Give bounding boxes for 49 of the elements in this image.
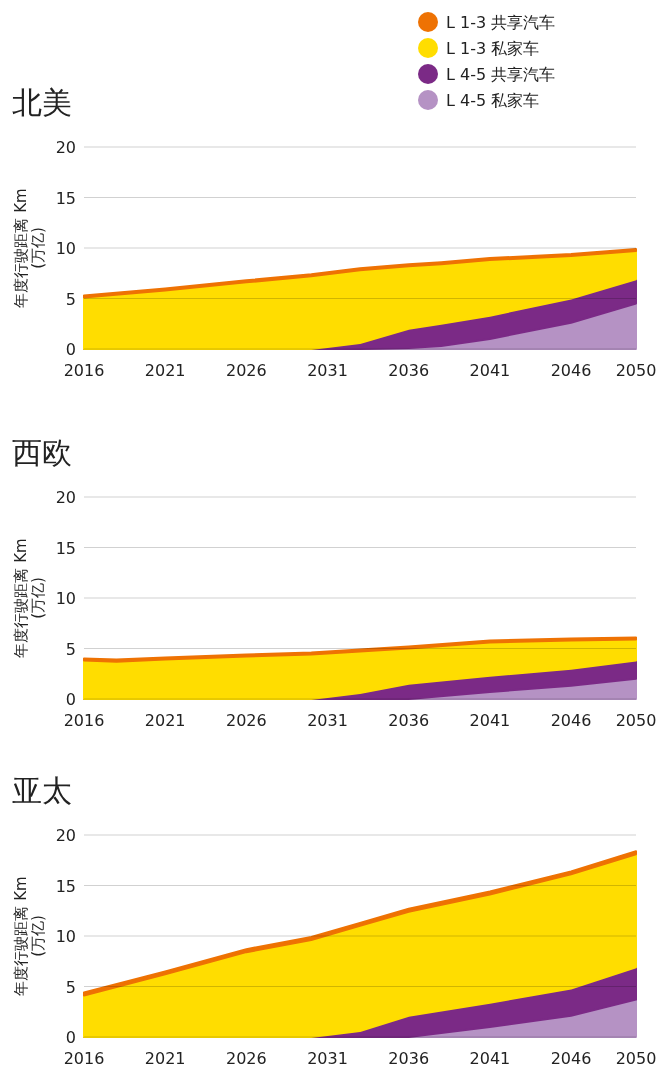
x-tick-label: 2031 — [307, 361, 348, 380]
y-tick-label: 5 — [65, 977, 76, 997]
x-tick-label: 2036 — [388, 361, 430, 380]
x-tick-label: 2036 — [388, 1049, 430, 1066]
x-tick-label: 2016 — [63, 1049, 105, 1066]
y-tick-label: 0 — [65, 690, 76, 709]
y-tick-label: 10 — [55, 589, 76, 608]
x-tick-label: 2021 — [144, 361, 186, 380]
x-tick-label: 2050 — [615, 1049, 657, 1066]
x-tick-label: 2016 — [63, 361, 105, 380]
chart-title: 北美 — [12, 85, 72, 120]
y-axis-title: 年度行驶距离 Km (万亿) — [12, 876, 47, 996]
x-tick-label: 2026 — [225, 1049, 267, 1066]
y-tick-label: 5 — [65, 289, 76, 309]
x-tick-label: 2041 — [469, 361, 511, 380]
x-tick-label: 2046 — [550, 361, 592, 380]
y-tick-label: 10 — [55, 927, 76, 946]
y-tick-label: 20 — [55, 488, 76, 507]
x-tick-label: 2031 — [307, 1049, 348, 1066]
x-tick-label: 2026 — [225, 711, 267, 730]
y-axis-title: 年度行驶距离 Km (万亿) — [12, 538, 47, 658]
chart-title: 西欧 — [12, 435, 72, 470]
y-tick-label: 20 — [55, 826, 76, 845]
x-tick-label: 2021 — [144, 1049, 186, 1066]
x-tick-label: 2046 — [550, 1049, 592, 1066]
x-tick-label: 2031 — [307, 711, 348, 730]
x-tick-label: 2050 — [615, 361, 657, 380]
x-tick-label: 2046 — [550, 711, 592, 730]
x-tick-label: 2026 — [225, 361, 267, 380]
chart-title: 亚太 — [12, 773, 72, 808]
x-tick-label: 2041 — [469, 1049, 511, 1066]
x-tick-label: 2041 — [469, 711, 511, 730]
x-tick-label: 2050 — [615, 711, 657, 730]
y-tick-label: 20 — [55, 138, 76, 157]
legend-label: L 4-5 共享汽车 — [446, 65, 556, 84]
legend-label: L 4-5 私家车 — [446, 91, 540, 110]
y-tick-label: 0 — [65, 1028, 76, 1047]
legend-label: L 1-3 私家车 — [446, 39, 540, 58]
y-tick-label: 0 — [65, 340, 76, 359]
x-tick-label: 2036 — [388, 711, 430, 730]
y-tick-label: 15 — [55, 538, 76, 558]
y-tick-label: 15 — [55, 188, 76, 208]
y-tick-label: 5 — [65, 639, 76, 659]
x-tick-label: 2021 — [144, 711, 186, 730]
y-tick-label: 15 — [55, 876, 76, 896]
x-tick-label: 2016 — [63, 711, 105, 730]
y-tick-label: 10 — [55, 239, 76, 258]
legend-label: L 1-3 共享汽车 — [446, 13, 556, 32]
y-axis-title: 年度行驶距离 Km (万亿) — [12, 188, 47, 308]
